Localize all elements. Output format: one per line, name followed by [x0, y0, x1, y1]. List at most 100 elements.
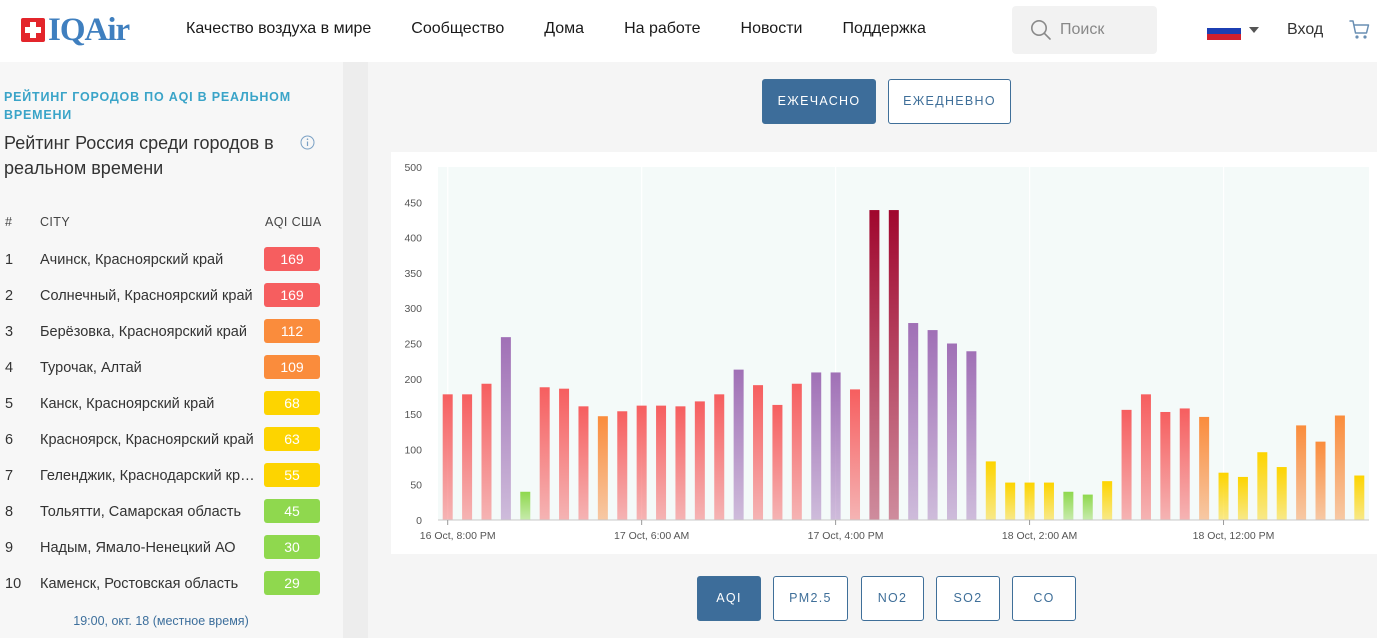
row-city-link[interactable]: Солнечный, Красноярский край [40, 288, 253, 304]
ranking-row[interactable]: 9 Надым, Ямало-Ненецкий АО 30 [0, 535, 343, 571]
chart-bar[interactable] [578, 406, 589, 520]
row-city-link[interactable]: Тольятти, Самарская область [40, 504, 242, 520]
ranking-row[interactable]: 10 Каменск, Ростовская область 29 [0, 571, 343, 607]
search-input[interactable] [1060, 21, 1150, 39]
chart-bar[interactable] [1024, 482, 1035, 520]
chart-bar[interactable] [617, 411, 628, 520]
y-tick-label: 100 [404, 444, 422, 456]
nav-world-air-quality[interactable]: Качество воздуха в мире [186, 20, 372, 37]
chart-bar[interactable] [520, 491, 531, 520]
chart-bar[interactable] [1160, 411, 1171, 520]
row-aqi-badge: 30 [264, 535, 320, 559]
chart-bar[interactable] [1199, 416, 1210, 520]
chart-bar[interactable] [500, 337, 511, 520]
chart-bar[interactable] [830, 372, 841, 520]
row-rank: 3 [5, 324, 14, 340]
chart-bar[interactable] [733, 369, 744, 520]
aqi-history-chart[interactable]: 0 50 100 150 200 250 300 350 400 450 500 16 Oct, 8:… [391, 152, 1377, 554]
chart-bar[interactable] [481, 383, 492, 520]
chart-bar[interactable] [1082, 494, 1093, 520]
chart-bar[interactable] [772, 404, 783, 520]
row-city-link[interactable]: Каменск, Ростовская область [40, 576, 239, 592]
row-city-link[interactable]: Красноярск, Красноярский край [40, 432, 254, 448]
chart-bar[interactable] [1179, 408, 1190, 520]
chart-bar[interactable] [1315, 441, 1326, 520]
iqair-logo[interactable]: IQAir [21, 12, 130, 48]
chart-bar[interactable] [908, 323, 919, 520]
chart-bar[interactable] [442, 394, 453, 520]
chart-bar[interactable] [559, 388, 570, 520]
pollutant-pm25-button[interactable]: PM2.5 [773, 576, 848, 621]
chart-bar[interactable] [985, 461, 996, 520]
row-city-link[interactable]: Берёзовка, Красноярский край [40, 324, 247, 340]
row-rank: 10 [5, 576, 22, 592]
chart-bar[interactable] [675, 406, 686, 520]
chart-bar[interactable] [811, 372, 822, 520]
chart-bar[interactable] [1140, 394, 1151, 520]
pollutant-no2-button[interactable]: NO2 [861, 576, 924, 621]
chart-bar[interactable] [850, 389, 861, 520]
period-daily-button[interactable]: ЕЖЕДНЕВНО [888, 79, 1011, 124]
ranking-row[interactable]: 1 Ачинск, Красноярский край 169 [0, 247, 343, 283]
chart-bar[interactable] [1102, 481, 1113, 520]
chart-bar[interactable] [927, 330, 938, 520]
ranking-title: Рейтинг Россия среди городов в реальном … [4, 133, 274, 178]
cart-icon[interactable] [1349, 19, 1371, 41]
nav-support[interactable]: Поддержка [842, 20, 926, 37]
nav-community[interactable]: Сообщество [411, 20, 505, 37]
chart-bar[interactable] [714, 394, 725, 520]
chart-bar[interactable] [694, 401, 705, 520]
chart-bar[interactable] [1043, 482, 1054, 520]
sidebar-divider [343, 62, 368, 638]
ranking-row[interactable]: 2 Солнечный, Красноярский край 169 [0, 283, 343, 319]
chart-bar[interactable] [1237, 476, 1248, 520]
row-aqi-badge: 63 [264, 427, 320, 451]
row-city-link[interactable]: Надым, Ямало-Ненецкий АО [40, 540, 236, 556]
chart-bar[interactable] [1334, 415, 1345, 520]
row-city-link[interactable]: Геленджик, Краснодарский край [40, 468, 255, 484]
search-box[interactable] [1012, 6, 1157, 54]
chart-bar[interactable] [966, 351, 977, 520]
pollutant-so2-button[interactable]: SO2 [936, 576, 1000, 621]
row-city-link[interactable]: Турочак, Алтай [40, 360, 142, 376]
ranking-row[interactable]: 6 Красноярск, Красноярский край 63 [0, 427, 343, 463]
chart-bar[interactable] [791, 383, 802, 520]
chart-bar[interactable] [946, 343, 957, 521]
chart-bar[interactable] [869, 210, 880, 521]
chart-bar[interactable] [597, 416, 608, 520]
chart-bar[interactable] [1276, 467, 1287, 520]
chart-bar[interactable] [462, 394, 473, 520]
chevron-down-icon[interactable] [1249, 27, 1259, 33]
row-city-link[interactable]: Ачинск, Красноярский край [40, 252, 224, 268]
chart-bar[interactable] [753, 385, 764, 520]
chart-bar[interactable] [1354, 475, 1365, 520]
ranking-row[interactable]: 5 Канск, Красноярский край 68 [0, 391, 343, 427]
info-icon[interactable] [300, 135, 315, 150]
row-city-link[interactable]: Канск, Красноярский край [40, 396, 215, 412]
chart-bar[interactable] [1296, 425, 1307, 520]
ranking-row[interactable]: 8 Тольятти, Самарская область 45 [0, 499, 343, 535]
chart-bar[interactable] [539, 387, 550, 520]
chart-bar[interactable] [1063, 491, 1074, 520]
nav-work[interactable]: На работе [624, 20, 701, 37]
chart-bar[interactable] [1257, 452, 1268, 520]
russia-flag-icon[interactable] [1207, 22, 1241, 40]
chart-bar[interactable] [656, 405, 667, 520]
login-link[interactable]: Вход [1287, 21, 1324, 38]
x-tick-label: 18 Oct, 2:00 AM [1002, 530, 1077, 542]
chart-bar[interactable] [888, 210, 899, 521]
nav-news[interactable]: Новости [740, 20, 803, 37]
x-tick-label: 16 Oct, 8:00 PM [420, 530, 496, 542]
chart-bar[interactable] [1121, 409, 1132, 520]
pollutant-co-button[interactable]: CO [1012, 576, 1076, 621]
chart-bar[interactable] [1005, 482, 1016, 520]
chart-bar[interactable] [636, 405, 647, 520]
chart-bar[interactable] [1218, 472, 1229, 520]
ranking-row[interactable]: 3 Берёзовка, Красноярский край 112 [0, 319, 343, 355]
ranking-row[interactable]: 4 Турочак, Алтай 109 [0, 355, 343, 391]
nav-home[interactable]: Дома [544, 20, 585, 37]
period-hourly-button[interactable]: ЕЖЕЧАСНО [762, 79, 876, 124]
ranking-row[interactable]: 7 Геленджик, Краснодарский край 55 [0, 463, 343, 499]
y-tick-label: 350 [404, 268, 422, 280]
pollutant-aqi-button[interactable]: AQI [697, 576, 761, 621]
